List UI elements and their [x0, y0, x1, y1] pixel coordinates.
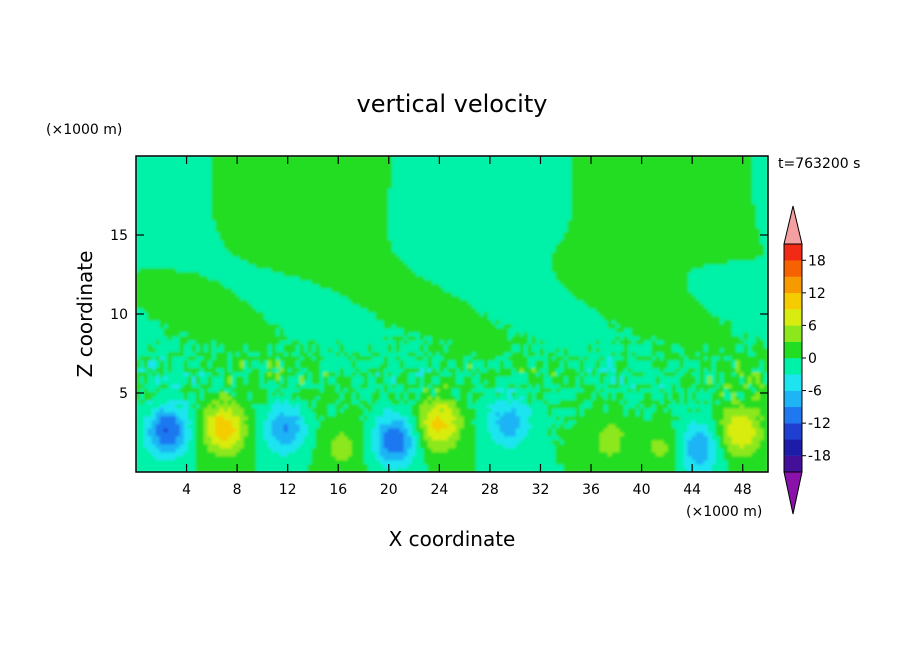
x-tick-label: 32 [532, 482, 550, 498]
colorbar-segment [784, 325, 802, 342]
x-tick-label: 28 [481, 482, 499, 498]
colorbar-segment [784, 292, 802, 310]
colorbar-tick-label: -6 [808, 384, 822, 400]
colorbar-segment [784, 374, 802, 391]
colorbar-under-triangle [783, 471, 803, 515]
x-tick-label: 4 [182, 482, 191, 498]
colorbar: 18 12 6 0 -6 -12 -18 [783, 205, 831, 515]
y-tick-label: 5 [119, 386, 128, 402]
colorbar-tick-label: 6 [808, 318, 817, 334]
colorbar-tick-label: 12 [808, 286, 826, 302]
colorbar-segment [784, 276, 802, 294]
colorbar-segment [784, 423, 802, 440]
x-tick-label: 24 [430, 482, 448, 498]
colorbar-segment [784, 260, 802, 277]
x-unit-label: (×1000 m) [686, 504, 762, 520]
y-tick-label: 15 [110, 228, 128, 244]
chart-title: vertical velocity [357, 90, 548, 118]
time-label: t=763200 s [778, 156, 860, 172]
colorbar-over-triangle [783, 205, 803, 245]
colorbar-segment [784, 390, 802, 408]
colorbar-segment [784, 455, 802, 473]
colorbar-tick-label: -12 [808, 416, 831, 432]
x-tick-label: 12 [279, 482, 297, 498]
colorbar-segment [784, 439, 802, 456]
colorbar-tick-label: -18 [808, 449, 831, 465]
x-tick-label: 36 [582, 482, 600, 498]
colorbar-segment [784, 309, 802, 326]
x-tick-label: 44 [683, 482, 701, 498]
colorbar-segment [784, 244, 802, 261]
y-axis-label: Z coordinate [73, 251, 97, 378]
colorbar-tick-label: 18 [808, 253, 826, 269]
y-tick-label: 10 [110, 307, 128, 323]
x-tick-label: 48 [734, 482, 752, 498]
colorbar-tick-label: 0 [808, 351, 817, 367]
x-tick-label: 20 [380, 482, 398, 498]
colorbar-segment [784, 341, 802, 359]
x-tick-label: 16 [329, 482, 347, 498]
velocity-field [136, 156, 768, 472]
x-axis-label: X coordinate [389, 527, 516, 551]
x-tick-label: 40 [633, 482, 651, 498]
y-unit-label: (×1000 m) [46, 122, 122, 138]
x-tick-label: 8 [233, 482, 242, 498]
colorbar-segment [784, 406, 802, 424]
colorbar-segment [784, 358, 802, 375]
